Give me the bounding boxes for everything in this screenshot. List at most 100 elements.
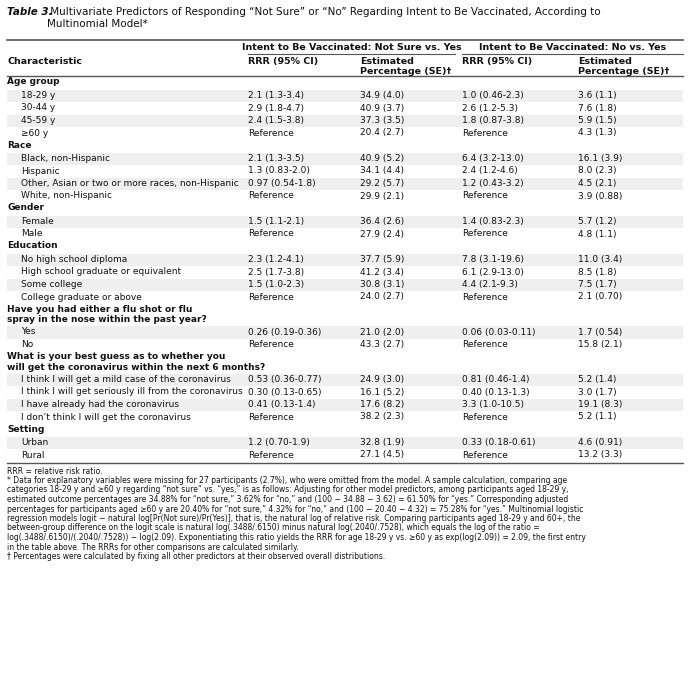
Text: † Percentages were calculated by fixing all other predictors at their observed o: † Percentages were calculated by fixing … (7, 552, 385, 561)
Text: 45-59 y: 45-59 y (21, 116, 55, 125)
Text: Reference: Reference (462, 230, 508, 239)
Text: 19.1 (8.3): 19.1 (8.3) (578, 400, 622, 409)
Text: Yes: Yes (21, 328, 35, 336)
Text: 16.1 (5.2): 16.1 (5.2) (360, 388, 404, 396)
Text: 20.4 (2.7): 20.4 (2.7) (360, 129, 404, 137)
Text: Reference: Reference (248, 129, 294, 137)
Text: 5.2 (1.1): 5.2 (1.1) (578, 412, 616, 421)
Text: 4.4 (2.1-9.3): 4.4 (2.1-9.3) (462, 280, 518, 289)
Bar (7, 326, 683, 340)
Text: Estimated
Percentage (SE)†: Estimated Percentage (SE)† (360, 57, 451, 76)
Text: 17.6 (8.2): 17.6 (8.2) (360, 400, 404, 409)
Text: 0.81 (0.46-1.4): 0.81 (0.46-1.4) (462, 375, 529, 384)
Text: Reference: Reference (248, 293, 294, 301)
Text: Reference: Reference (462, 412, 508, 421)
Text: 4.5 (2.1): 4.5 (2.1) (578, 179, 616, 188)
Text: Table 3.: Table 3. (7, 7, 52, 17)
Text: 30.8 (3.1): 30.8 (3.1) (360, 280, 404, 289)
Text: Reference: Reference (248, 230, 294, 239)
Text: Some college: Some college (21, 280, 82, 289)
Text: Characteristic: Characteristic (7, 57, 82, 66)
Text: Age group: Age group (7, 78, 59, 86)
Text: 0.06 (0.03-0.11): 0.06 (0.03-0.11) (462, 328, 535, 336)
Text: 2.4 (1.2-4.6): 2.4 (1.2-4.6) (462, 166, 518, 175)
Text: Setting: Setting (7, 425, 44, 433)
Text: 38.2 (2.3): 38.2 (2.3) (360, 412, 404, 421)
Text: 2.4 (1.5-3.8): 2.4 (1.5-3.8) (248, 116, 304, 125)
Text: Gender: Gender (7, 204, 44, 212)
Text: Reference: Reference (248, 340, 294, 349)
Text: Reference: Reference (462, 191, 508, 200)
Text: 34.1 (4.4): 34.1 (4.4) (360, 166, 404, 175)
Text: spray in the nose within the past year?: spray in the nose within the past year? (7, 315, 207, 324)
Text: 24.0 (2.7): 24.0 (2.7) (360, 293, 404, 301)
Text: 16.1 (3.9): 16.1 (3.9) (578, 154, 622, 163)
Text: 1.0 (0.46-2.3): 1.0 (0.46-2.3) (462, 91, 524, 100)
Text: 0.26 (0.19-0.36): 0.26 (0.19-0.36) (248, 328, 322, 336)
Text: 29.2 (5.7): 29.2 (5.7) (360, 179, 404, 188)
Text: RRR = relative risk ratio.: RRR = relative risk ratio. (7, 466, 103, 475)
Text: 15.8 (2.1): 15.8 (2.1) (578, 340, 622, 349)
Text: 2.9 (1.8-4.7): 2.9 (1.8-4.7) (248, 104, 304, 113)
Text: 1.3 (0.83-2.0): 1.3 (0.83-2.0) (248, 166, 310, 175)
Text: 0.40 (0.13-1.3): 0.40 (0.13-1.3) (462, 388, 530, 396)
Text: 2.5 (1.7-3.8): 2.5 (1.7-3.8) (248, 268, 304, 276)
Text: Black, non-Hispanic: Black, non-Hispanic (21, 154, 110, 163)
Text: 3.9 (0.88): 3.9 (0.88) (578, 191, 622, 200)
Bar (7, 115, 683, 128)
Text: Intent to Be Vaccinated: No vs. Yes: Intent to Be Vaccinated: No vs. Yes (479, 43, 666, 52)
Text: 8.5 (1.8): 8.5 (1.8) (578, 268, 617, 276)
Text: * Data for explanatory variables were missing for 27 participants (2.7%), who we: * Data for explanatory variables were mi… (7, 476, 567, 485)
Text: Education: Education (7, 241, 58, 251)
Text: I don’t think I will get the coronavirus: I don’t think I will get the coronavirus (21, 412, 191, 421)
Text: 4.8 (1.1): 4.8 (1.1) (578, 230, 616, 239)
Text: log(.3488/.6150)/(.2040/.7528)) − log(2.09). Exponentiating this ratio yields th: log(.3488/.6150)/(.2040/.7528)) − log(2.… (7, 533, 586, 542)
Text: 0.41 (0.13-1.4): 0.41 (0.13-1.4) (248, 400, 315, 409)
Bar (7, 190, 683, 204)
Text: Reference: Reference (248, 412, 294, 421)
Text: 4.3 (1.3): 4.3 (1.3) (578, 129, 616, 137)
Text: percentages for participants aged ≥60 y are 20.40% for “not sure,” 4.32% for “no: percentages for participants aged ≥60 y … (7, 505, 583, 514)
Text: 6.1 (2.9-13.0): 6.1 (2.9-13.0) (462, 268, 524, 276)
Text: Reference: Reference (462, 450, 508, 460)
Text: will get the coronavirus within the next 6 months?: will get the coronavirus within the next… (7, 363, 265, 371)
Text: Hispanic: Hispanic (21, 166, 59, 175)
Text: 5.2 (1.4): 5.2 (1.4) (578, 375, 616, 384)
Text: 2.6 (1.2-5.3): 2.6 (1.2-5.3) (462, 104, 518, 113)
Text: Female: Female (21, 217, 54, 226)
Text: 7.6 (1.8): 7.6 (1.8) (578, 104, 617, 113)
Text: 34.9 (4.0): 34.9 (4.0) (360, 91, 404, 100)
Text: 2.1 (1.3-3.4): 2.1 (1.3-3.4) (248, 91, 304, 100)
Text: 8.0 (2.3): 8.0 (2.3) (578, 166, 616, 175)
Text: 36.4 (2.6): 36.4 (2.6) (360, 217, 404, 226)
Bar (7, 373, 683, 387)
Text: Race: Race (7, 140, 32, 150)
Text: 5.9 (1.5): 5.9 (1.5) (578, 116, 617, 125)
Text: Male: Male (21, 230, 43, 239)
Text: between-group difference on the logit scale is natural log(.3488/.6150) minus na: between-group difference on the logit sc… (7, 524, 540, 532)
Bar (7, 398, 683, 412)
Text: 29.9 (2.1): 29.9 (2.1) (360, 191, 404, 200)
Text: Reference: Reference (462, 293, 508, 301)
Text: 1.4 (0.83-2.3): 1.4 (0.83-2.3) (462, 217, 524, 226)
Bar (7, 90, 683, 103)
Text: RRR (95% CI): RRR (95% CI) (248, 57, 318, 66)
Text: Estimated
Percentage (SE)†: Estimated Percentage (SE)† (578, 57, 669, 76)
Text: estimated outcome percentages are 34.88% for “not sure,” 3.62% for “no,” and (10: estimated outcome percentages are 34.88%… (7, 495, 569, 504)
Text: White, non-Hispanic: White, non-Hispanic (21, 191, 112, 200)
Text: 0.30 (0.13-0.65): 0.30 (0.13-0.65) (248, 388, 322, 396)
Bar (7, 127, 683, 140)
Text: 41.2 (3.4): 41.2 (3.4) (360, 268, 404, 276)
Text: 1.2 (0.70-1.9): 1.2 (0.70-1.9) (248, 438, 310, 447)
Text: 2.1 (1.3-3.5): 2.1 (1.3-3.5) (248, 154, 304, 163)
Text: Reference: Reference (462, 129, 508, 137)
Text: 0.53 (0.36-0.77): 0.53 (0.36-0.77) (248, 375, 322, 384)
Text: I have already had the coronavirus: I have already had the coronavirus (21, 400, 179, 409)
Text: 5.7 (1.2): 5.7 (1.2) (578, 217, 616, 226)
Bar (7, 165, 683, 179)
Text: Rural: Rural (21, 450, 44, 460)
Text: 1.8 (0.87-3.8): 1.8 (0.87-3.8) (462, 116, 524, 125)
Text: 21.0 (2.0): 21.0 (2.0) (360, 328, 404, 336)
Bar (7, 253, 683, 267)
Text: ≥60 y: ≥60 y (21, 129, 48, 137)
